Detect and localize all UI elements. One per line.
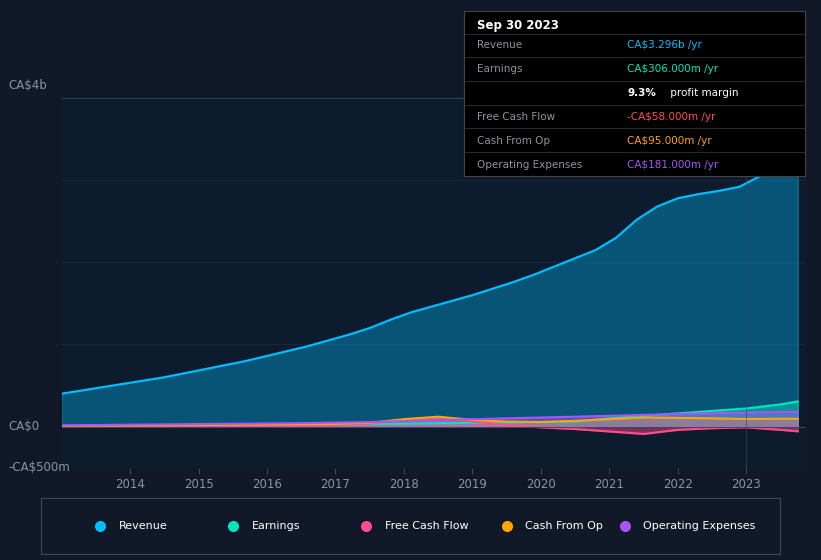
Text: Free Cash Flow: Free Cash Flow xyxy=(385,521,468,531)
Text: Earnings: Earnings xyxy=(252,521,300,531)
Text: profit margin: profit margin xyxy=(667,88,738,97)
Text: CA$181.000m /yr: CA$181.000m /yr xyxy=(627,160,718,170)
Text: Earnings: Earnings xyxy=(478,64,523,74)
Text: CA$95.000m /yr: CA$95.000m /yr xyxy=(627,136,712,146)
Text: Operating Expenses: Operating Expenses xyxy=(478,160,583,170)
Text: Sep 30 2023: Sep 30 2023 xyxy=(478,18,559,31)
Text: Revenue: Revenue xyxy=(119,521,167,531)
Text: 9.3%: 9.3% xyxy=(627,88,656,97)
Text: Cash From Op: Cash From Op xyxy=(525,521,603,531)
Text: Revenue: Revenue xyxy=(478,40,523,50)
Text: CA$0: CA$0 xyxy=(8,420,39,433)
Text: Free Cash Flow: Free Cash Flow xyxy=(478,111,556,122)
Text: CA$4b: CA$4b xyxy=(8,80,47,92)
Text: CA$3.296b /yr: CA$3.296b /yr xyxy=(627,40,702,50)
Text: -CA$500m: -CA$500m xyxy=(8,461,70,474)
Text: CA$306.000m /yr: CA$306.000m /yr xyxy=(627,64,718,74)
Text: Operating Expenses: Operating Expenses xyxy=(644,521,755,531)
Text: Cash From Op: Cash From Op xyxy=(478,136,551,146)
Text: -CA$58.000m /yr: -CA$58.000m /yr xyxy=(627,111,716,122)
